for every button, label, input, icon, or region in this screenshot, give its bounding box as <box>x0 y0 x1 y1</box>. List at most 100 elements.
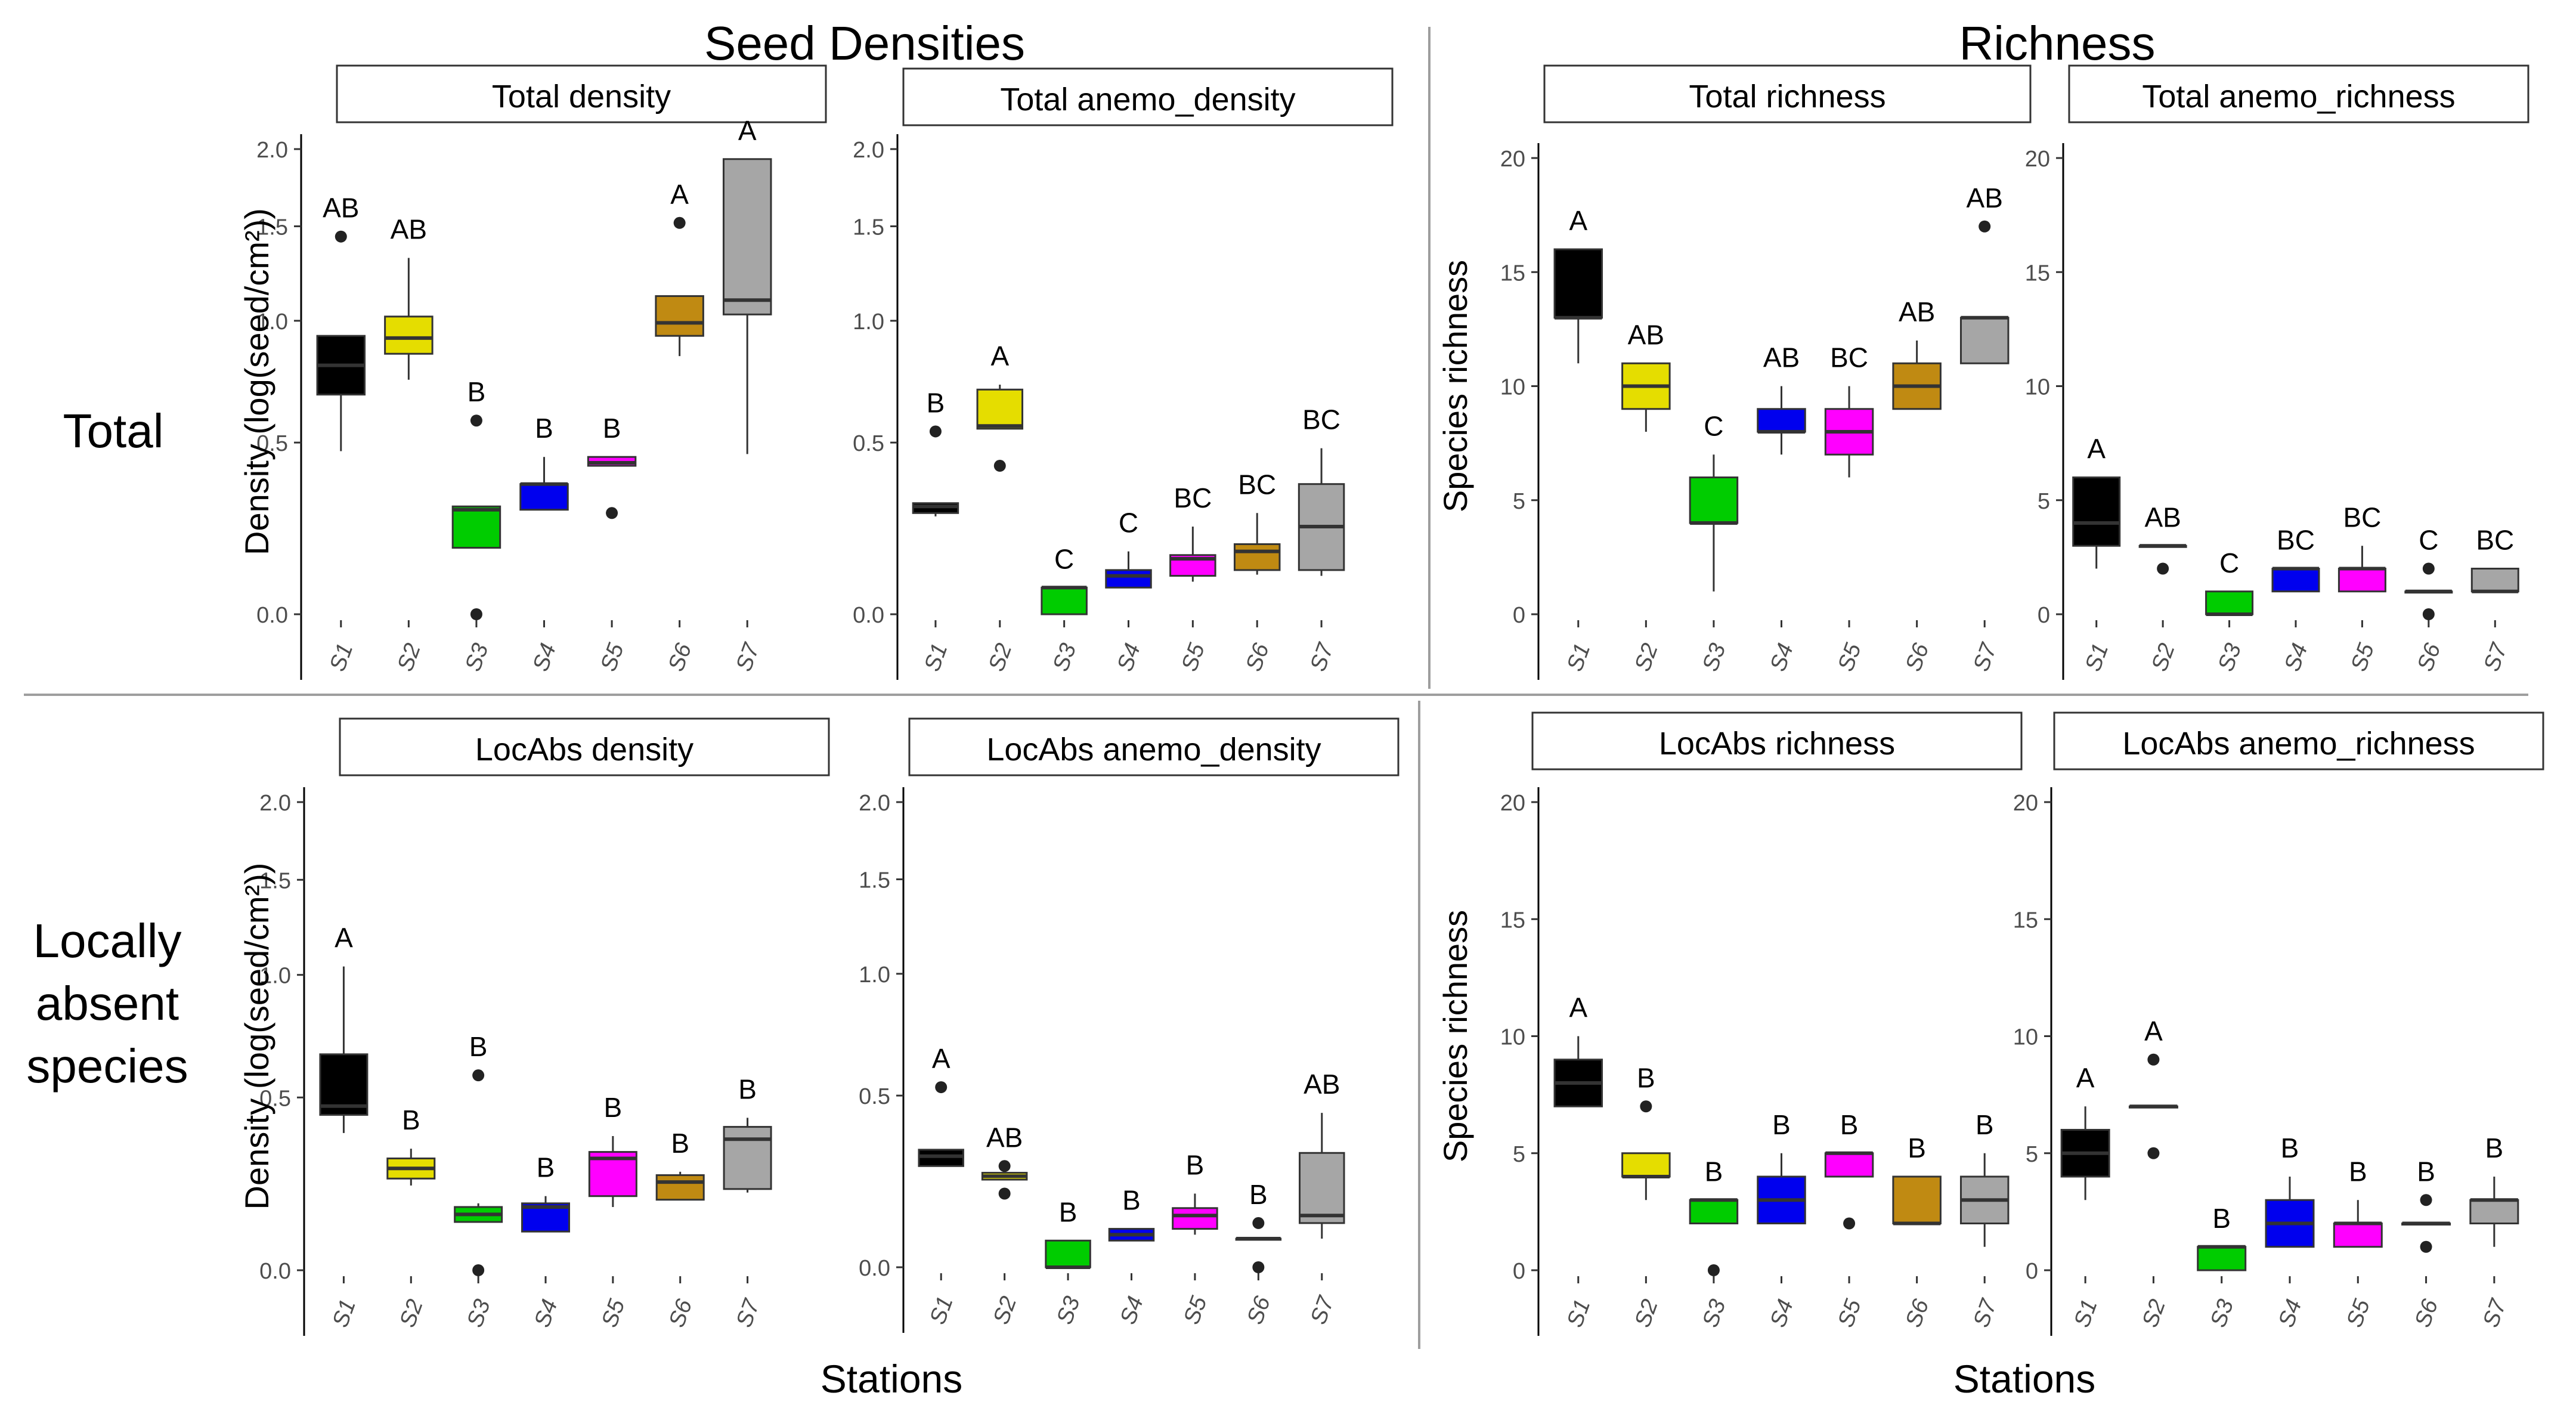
outlier-point <box>1640 1100 1652 1113</box>
panel-title-box <box>2068 64 2529 123</box>
panel-title-box <box>902 67 1394 126</box>
panel-title-box <box>339 717 830 776</box>
y-tick-label: 10 <box>2025 375 2050 400</box>
box-S3: C <box>1689 410 1739 592</box>
box-S7: BC <box>1298 404 1345 576</box>
box-S4: B <box>519 413 569 511</box>
y-tick-label: 1.0 <box>853 310 884 335</box>
iqr-box <box>655 295 704 337</box>
significance-letter: B <box>1186 1149 1205 1180</box>
outlier-point <box>998 1187 1011 1200</box>
y-tick-label: 5 <box>1513 489 1525 514</box>
panel-title: LocAbs anemo_density <box>986 732 1321 768</box>
outlier-point <box>935 1081 948 1094</box>
significance-letter: A <box>738 115 757 146</box>
significance-letter: B <box>927 387 945 418</box>
box-S7: A <box>722 115 772 454</box>
row-label-locally: Locally <box>33 914 181 967</box>
y-tick-label: 2.0 <box>259 791 291 816</box>
outlier-point <box>1979 220 1991 233</box>
significance-letter: BC <box>1302 404 1340 435</box>
panel-title: Total richness <box>1689 79 1885 115</box>
outlier-point <box>2147 1147 2160 1159</box>
outlier-point <box>929 425 942 438</box>
significance-letter: BC <box>1830 342 1868 373</box>
box-S1: A <box>918 1043 964 1167</box>
outlier-point <box>470 414 482 427</box>
iqr-box <box>451 505 501 549</box>
outlier-point <box>998 1160 1011 1172</box>
significance-letter: B <box>1122 1185 1141 1216</box>
outlier-point <box>472 1264 485 1276</box>
panel-2: Total anemo_density0.00.51.01.52.0BS1AS2… <box>853 67 1394 680</box>
y-tick-label: 20 <box>2025 147 2050 172</box>
y-tick-label: 5 <box>2026 1142 2038 1167</box>
significance-letter: B <box>603 413 621 444</box>
y-tick-label: 20 <box>1500 147 1525 172</box>
outlier-point <box>993 460 1006 472</box>
y-axis-title: Density (log(seed/cm²)) <box>238 863 275 1210</box>
box-S6: B <box>1235 1179 1282 1273</box>
box-S3: C <box>1041 543 1088 615</box>
y-axis-title: Density (log(seed/cm²)) <box>238 208 275 555</box>
significance-letter: AB <box>1899 296 1935 327</box>
outlier-point <box>2422 562 2435 575</box>
significance-letter: A <box>2087 434 2106 465</box>
outlier-point <box>2157 562 2169 575</box>
box-S4: B <box>2265 1132 2315 1248</box>
y-tick-label: 1.5 <box>256 215 288 240</box>
panel-title: LocAbs density <box>475 732 693 768</box>
outlier-point <box>2422 608 2435 620</box>
box-S7: AB <box>1299 1069 1345 1239</box>
y-tick-label: 0.5 <box>259 1086 291 1111</box>
panel-title: Total anemo_density <box>1000 82 1295 117</box>
box-S1: A <box>1553 205 1603 364</box>
box-S1: A <box>2060 1062 2110 1200</box>
y-tick-label: 0.5 <box>853 431 884 456</box>
y-tick-label: 2.0 <box>859 791 890 816</box>
box-S1: A <box>2072 434 2121 569</box>
significance-letter: B <box>2281 1132 2299 1163</box>
y-tick-label: 2.0 <box>256 138 288 163</box>
significance-letter: BC <box>1238 469 1276 500</box>
box-S7: B <box>2469 1132 2519 1247</box>
box-S2: AB <box>384 213 434 380</box>
outlier-point <box>1252 1217 1265 1229</box>
y-tick-label: 0.0 <box>853 603 884 628</box>
outlier-point <box>2420 1240 2432 1253</box>
significance-letter: BC <box>1174 482 1212 513</box>
significance-letter: B <box>402 1104 420 1135</box>
significance-letter: BC <box>2343 502 2381 533</box>
box-S6: B <box>2401 1156 2451 1253</box>
significance-letter: BC <box>2277 525 2315 556</box>
box-S4: B <box>521 1152 570 1233</box>
header-seed-densities: Seed Densities <box>704 17 1025 70</box>
box-S1: AB <box>316 193 366 451</box>
significance-letter: AB <box>2144 502 2181 533</box>
significance-letter: A <box>2144 1016 2163 1047</box>
y-tick-label: 10 <box>1500 1025 1525 1050</box>
outlier-point <box>1707 1264 1720 1276</box>
box-S5: BC <box>1824 342 1874 478</box>
significance-letter: A <box>2076 1062 2095 1093</box>
significance-letter: A <box>1569 992 1587 1023</box>
y-tick-label: 1.0 <box>259 964 291 989</box>
significance-letter: B <box>604 1092 623 1123</box>
box-S3: B <box>451 376 501 620</box>
significance-letter: AB <box>1628 319 1664 350</box>
iqr-box <box>976 388 1024 430</box>
significance-letter: B <box>1637 1062 1655 1093</box>
box-S4: BC <box>2271 525 2320 593</box>
iqr-box <box>2333 1223 2383 1248</box>
iqr-box <box>1689 1199 1739 1224</box>
box-S2: AB <box>2138 502 2187 575</box>
box-S5: B <box>587 413 637 519</box>
outlier-point <box>470 608 482 620</box>
box-S4: B <box>1108 1185 1155 1242</box>
iqr-box <box>655 1174 705 1201</box>
panel-4: Total anemo_richness05101520AS1ABS2CS3BC… <box>2025 64 2529 680</box>
significance-letter: C <box>1704 410 1723 441</box>
row-label-absent: absent <box>36 977 179 1030</box>
box-S3: B <box>1045 1196 1091 1269</box>
